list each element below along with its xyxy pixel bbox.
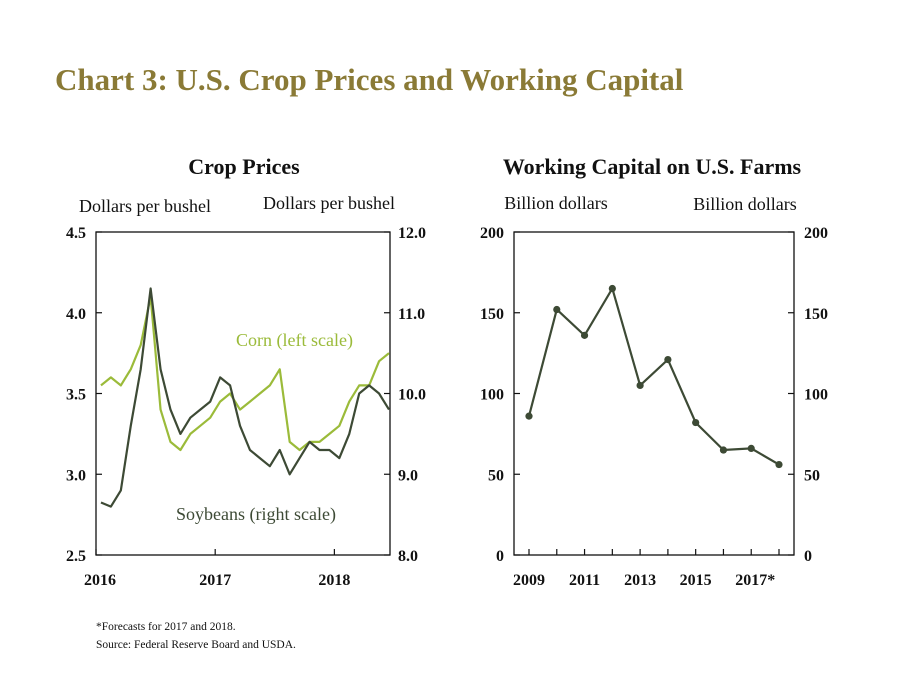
right-y-tick-label: 10.0: [398, 387, 426, 404]
crop-prices-axes: 2.5 3.0 3.5 4.0 4.5 8.0 9.0 10.0 11.0 12.0 2016 201…: [66, 225, 426, 589]
working-capital-left-axis-label: Billion dollars: [504, 193, 608, 213]
working-capital-right-axis-label: Billion dollars: [693, 194, 797, 214]
left-y-tick-label: 3.0: [66, 467, 86, 484]
wc-x-tick-label: 2017*: [735, 572, 775, 589]
working-capital-point: [636, 381, 644, 390]
wc-right-y-tick-label: 150: [804, 306, 828, 323]
right-y-tick-label: 12.0: [398, 225, 426, 242]
working-capital-point: [775, 460, 783, 469]
soybeans-line: [100, 287, 390, 508]
working-capital-point: [580, 331, 589, 339]
wc-right-y-tick-label: 0: [804, 548, 812, 565]
right-y-tick-label: 8.0: [398, 548, 418, 565]
left-y-tick-label: 2.5: [66, 548, 86, 565]
working-capital-line: [527, 285, 780, 466]
wc-left-y-tick-label: 100: [480, 387, 504, 404]
wc-right-y-tick-label: 50: [804, 467, 820, 484]
x-tick-label: 2016: [84, 572, 116, 589]
left-y-tick-label: 4.0: [66, 306, 86, 323]
x-tick-label: 2017: [199, 572, 231, 589]
working-capital-point: [553, 305, 561, 314]
wc-left-y-tick-label: 150: [480, 306, 504, 323]
working-capital-point: [719, 446, 728, 454]
right-y-tick-label: 9.0: [398, 467, 418, 484]
wc-x-tick-label: 2009: [513, 572, 545, 589]
corn-series-label: Corn (left scale): [236, 330, 353, 351]
working-capital-title: Working Capital on U.S. Farms: [503, 154, 802, 179]
wc-left-y-tick-label: 50: [488, 467, 504, 484]
working-capital-point: [525, 412, 533, 420]
crop-prices-left-axis-label: Dollars per bushel: [79, 196, 211, 216]
chart-main-title: Chart 3: U.S. Crop Prices and Working Ca…: [55, 62, 684, 97]
working-capital-point: [747, 444, 755, 453]
working-capital-point: [664, 355, 672, 364]
source-footnote: Source: Federal Reserve Board and USDA.: [96, 639, 296, 651]
crop-prices-title: Crop Prices: [188, 154, 300, 179]
corn-line: [100, 295, 390, 452]
working-capital-point: [692, 418, 700, 427]
crop-prices-series: [100, 287, 390, 508]
wc-x-tick-label: 2011: [569, 572, 600, 589]
left-y-tick-label: 4.5: [66, 225, 86, 242]
left-y-tick-label: 3.5: [66, 387, 86, 404]
right-y-tick-label: 11.0: [398, 306, 425, 323]
working-capital-series: [525, 284, 783, 469]
forecast-footnote: *Forecasts for 2017 and 2018.: [96, 621, 236, 633]
wc-right-y-tick-label: 200: [804, 225, 828, 242]
soybeans-series-label: Soybeans (right scale): [176, 504, 336, 525]
wc-right-y-tick-label: 100: [804, 387, 828, 404]
wc-x-tick-label: 2013: [624, 572, 656, 589]
x-tick-label: 2018: [318, 572, 350, 589]
wc-left-y-tick-label: 0: [496, 548, 504, 565]
working-capital-point: [608, 284, 616, 293]
working-capital-axes: 0 0 50 50 100 100 150 150 200 200 2009 2011 2013 2015…: [480, 225, 828, 589]
wc-x-tick-label: 2015: [680, 572, 712, 589]
crop-prices-right-axis-label: Dollars per bushel: [263, 193, 395, 213]
wc-left-y-tick-label: 200: [480, 225, 504, 242]
working-capital-frame: [513, 231, 795, 556]
